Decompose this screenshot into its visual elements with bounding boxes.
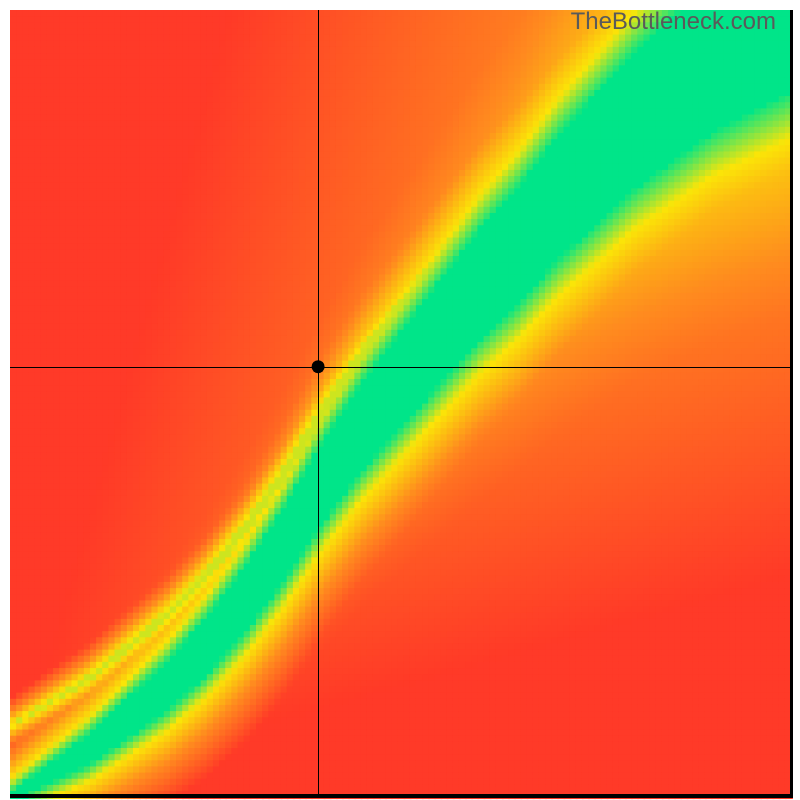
chart-container: TheBottleneck.com	[0, 0, 800, 800]
watermark-text: TheBottleneck.com	[571, 8, 776, 36]
bottleneck-heatmap-canvas	[0, 0, 800, 800]
